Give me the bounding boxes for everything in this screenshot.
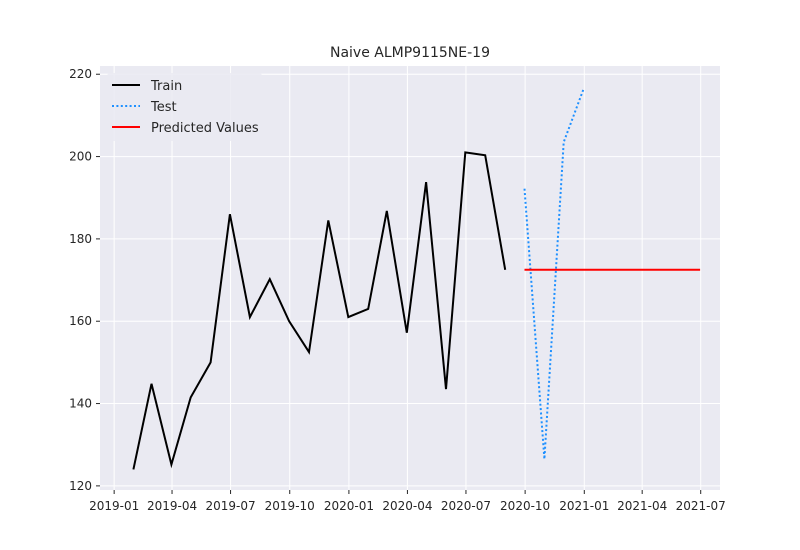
series-line-train xyxy=(132,151,507,470)
x-tick-label: 2019-10 xyxy=(265,499,315,513)
legend-label-train: Train xyxy=(150,79,182,94)
x-tick-label: 2020-10 xyxy=(500,499,550,513)
x-tick-label: 2019-04 xyxy=(147,499,197,513)
x-tick-label: 2021-04 xyxy=(617,499,667,513)
x-tick-label: 2020-07 xyxy=(441,499,491,513)
y-tick-label: 160 xyxy=(69,314,92,328)
y-tick-label: 120 xyxy=(69,479,92,493)
x-tick-label: 2021-01 xyxy=(559,499,609,513)
chart-title: Naive ALMP9115NE-19 xyxy=(330,45,490,61)
series-line-test xyxy=(523,88,585,460)
x-tick-label: 2020-01 xyxy=(324,499,374,513)
x-tick-label: 2021-07 xyxy=(676,499,726,513)
ticks: 2019-01 2019-04 2019-07 2019-10 2020-01 2020-… xyxy=(69,67,726,513)
y-tick-label: 200 xyxy=(69,150,92,164)
legend-box xyxy=(107,73,262,141)
y-tick-label: 220 xyxy=(69,67,92,81)
x-tick-label: 2020-04 xyxy=(382,499,432,513)
legend: Train Test Predicted Values xyxy=(107,73,262,141)
legend-label-test: Test xyxy=(150,100,177,115)
x-tick-label: 2019-01 xyxy=(89,499,139,513)
series-layer xyxy=(132,88,701,470)
legend-label-predicted-values: Predicted Values xyxy=(151,121,259,136)
y-tick-label: 180 xyxy=(69,232,92,246)
x-tick-label: 2019-07 xyxy=(205,499,255,513)
y-tick-label: 140 xyxy=(69,397,92,411)
